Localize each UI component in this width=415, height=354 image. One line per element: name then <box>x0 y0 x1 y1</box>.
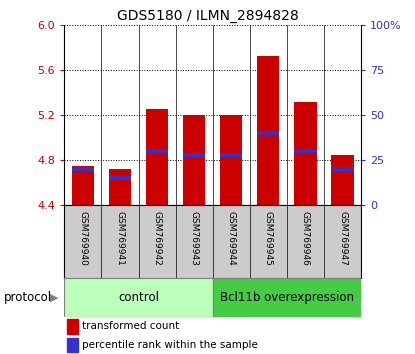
Bar <box>220 115 242 205</box>
Text: GSM769940: GSM769940 <box>78 211 88 266</box>
Text: GSM769941: GSM769941 <box>115 211 124 266</box>
Text: transformed count: transformed count <box>82 321 179 331</box>
Text: GSM769945: GSM769945 <box>264 211 273 266</box>
Bar <box>183 153 205 157</box>
Text: ▶: ▶ <box>50 292 58 302</box>
Text: GSM769942: GSM769942 <box>153 211 161 266</box>
Bar <box>220 153 242 157</box>
Text: GSM769947: GSM769947 <box>338 211 347 266</box>
Bar <box>109 169 131 205</box>
Bar <box>257 56 279 205</box>
Bar <box>72 166 94 205</box>
Text: Bcl11b overexpression: Bcl11b overexpression <box>220 291 354 304</box>
Bar <box>332 167 354 171</box>
Text: GSM769946: GSM769946 <box>301 211 310 266</box>
Bar <box>294 149 317 153</box>
Text: GDS5180 / ILMN_2894828: GDS5180 / ILMN_2894828 <box>117 9 298 23</box>
Bar <box>183 115 205 205</box>
Bar <box>109 176 131 181</box>
Bar <box>64 278 213 317</box>
Bar <box>213 278 361 317</box>
Text: GSM769944: GSM769944 <box>227 211 236 266</box>
Text: percentile rank within the sample: percentile rank within the sample <box>82 340 258 350</box>
Bar <box>294 102 317 205</box>
Bar <box>146 149 168 153</box>
Bar <box>67 338 78 352</box>
Bar <box>332 155 354 205</box>
Bar <box>146 109 168 205</box>
Text: control: control <box>118 291 159 304</box>
Text: protocol: protocol <box>4 291 52 304</box>
Text: GSM769943: GSM769943 <box>190 211 199 266</box>
Bar <box>67 319 78 333</box>
Bar <box>257 131 279 135</box>
Bar <box>72 167 94 171</box>
